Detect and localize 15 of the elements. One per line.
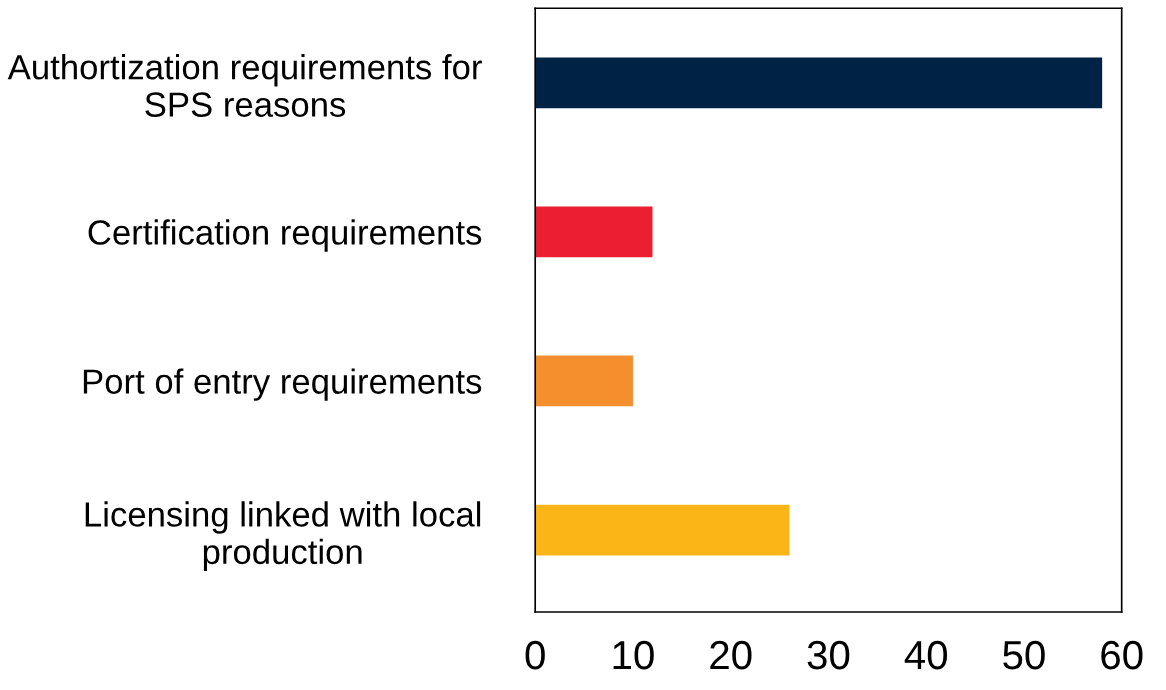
x-tick-label: 0 (525, 640, 545, 670)
bar (535, 57, 1103, 109)
bar (535, 504, 790, 556)
y-tick-label: Licensing linked with local production (85, 501, 481, 572)
y-tick-label: Certification requirements (88, 219, 482, 252)
x-tick-label: 10 (613, 640, 654, 670)
x-tick-label: 60 (1101, 640, 1143, 670)
bar (535, 355, 633, 407)
y-tick-label: Authortization requirements for SPS reasons (7, 54, 482, 117)
x-tick-label: 40 (904, 640, 948, 670)
bar (535, 206, 653, 258)
x-tick-label: 50 (1003, 640, 1045, 670)
x-tick-label: 20 (710, 640, 752, 670)
x-tick-label: 30 (807, 640, 850, 670)
y-tick-label: Port of entry requirements (83, 368, 482, 401)
